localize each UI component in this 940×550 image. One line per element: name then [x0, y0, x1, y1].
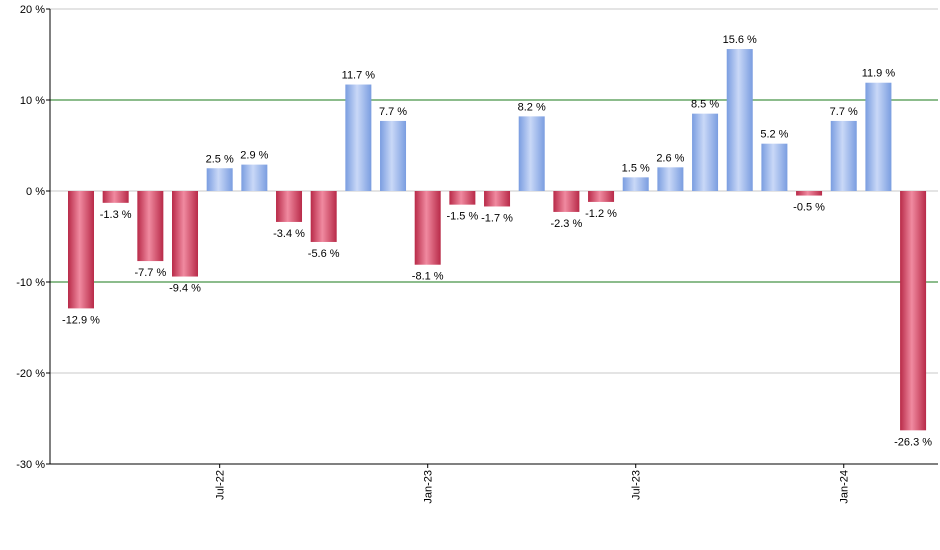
bar-value-label: -26.3 % [894, 436, 932, 448]
bar [796, 191, 823, 196]
bar-value-label: 11.7 % [342, 70, 376, 82]
bar-value-label: 7.7 % [830, 106, 858, 118]
bar-value-label: -2.3 % [550, 218, 582, 230]
bar [726, 49, 753, 191]
bar-value-label: 2.6 % [656, 152, 684, 164]
bar [761, 143, 788, 191]
y-tick-label: -10 % [16, 277, 45, 289]
bar [68, 191, 94, 309]
bar [276, 191, 303, 222]
bar [345, 84, 372, 191]
bar [484, 191, 511, 207]
bar [310, 191, 337, 242]
bar-value-label: 2.5 % [206, 153, 234, 165]
bar-value-label: -3.4 % [273, 228, 305, 240]
bar [900, 191, 927, 431]
bar [518, 116, 545, 191]
bar-value-label: 15.6 % [723, 34, 757, 46]
bar [172, 191, 199, 277]
bar [241, 164, 268, 191]
bar [588, 191, 615, 202]
bar [692, 113, 719, 191]
bar [449, 191, 476, 205]
bar-value-label: -12.9 % [62, 314, 100, 326]
bar-value-label: -5.6 % [308, 248, 340, 260]
y-tick-label: 10 % [20, 95, 45, 107]
bar [865, 82, 892, 191]
bar [414, 191, 441, 265]
bar [553, 191, 580, 212]
bar [102, 191, 129, 203]
bar-value-label: -8.1 % [412, 271, 444, 283]
bar-value-label: 2.9 % [240, 150, 268, 162]
x-tick-label: Jul-22 [215, 470, 227, 500]
bar-value-label: -1.3 % [100, 209, 132, 221]
bar [622, 177, 649, 191]
bar-value-label: 8.2 % [518, 101, 546, 113]
bar [830, 120, 857, 191]
bar-value-label: 11.9 % [862, 68, 896, 80]
bar-value-label: -7.7 % [134, 267, 166, 279]
y-tick-label: 0 % [26, 186, 45, 198]
bar-value-label: 5.2 % [760, 129, 788, 141]
y-tick-label: -30 % [16, 459, 45, 471]
bar-value-label: 8.5 % [691, 99, 719, 111]
bar-value-label: -0.5 % [793, 202, 825, 214]
bars [68, 49, 927, 431]
bar [657, 167, 684, 191]
bar [380, 120, 407, 191]
reference-lines [50, 99, 938, 283]
x-tick-label: Jul-23 [631, 470, 643, 500]
bar [137, 191, 164, 262]
x-tick-label: Jan-24 [839, 470, 851, 504]
bar-value-label: -9.4 % [169, 283, 201, 295]
bar-value-label: -1.7 % [481, 212, 513, 224]
bar-value-label: -1.2 % [585, 208, 617, 220]
y-tick-label: 20 % [20, 4, 45, 16]
axes: 20 % 10 % 0 % -10 % -20 % -30 % Jul-22 Jan-23 Ju… [16, 4, 938, 504]
data-labels: -12.9 % -1.3 % -7.7 %-9.4 % 2.5 % 2.9 % -3.4 … [62, 34, 932, 448]
y-tick-label: -20 % [16, 368, 45, 380]
bar [206, 168, 233, 191]
bar-value-label: 1.5 % [622, 162, 650, 174]
bar-value-label: 7.7 % [379, 106, 407, 118]
bar-value-label: -1.5 % [446, 211, 478, 223]
x-tick-label: Jan-23 [423, 470, 435, 504]
